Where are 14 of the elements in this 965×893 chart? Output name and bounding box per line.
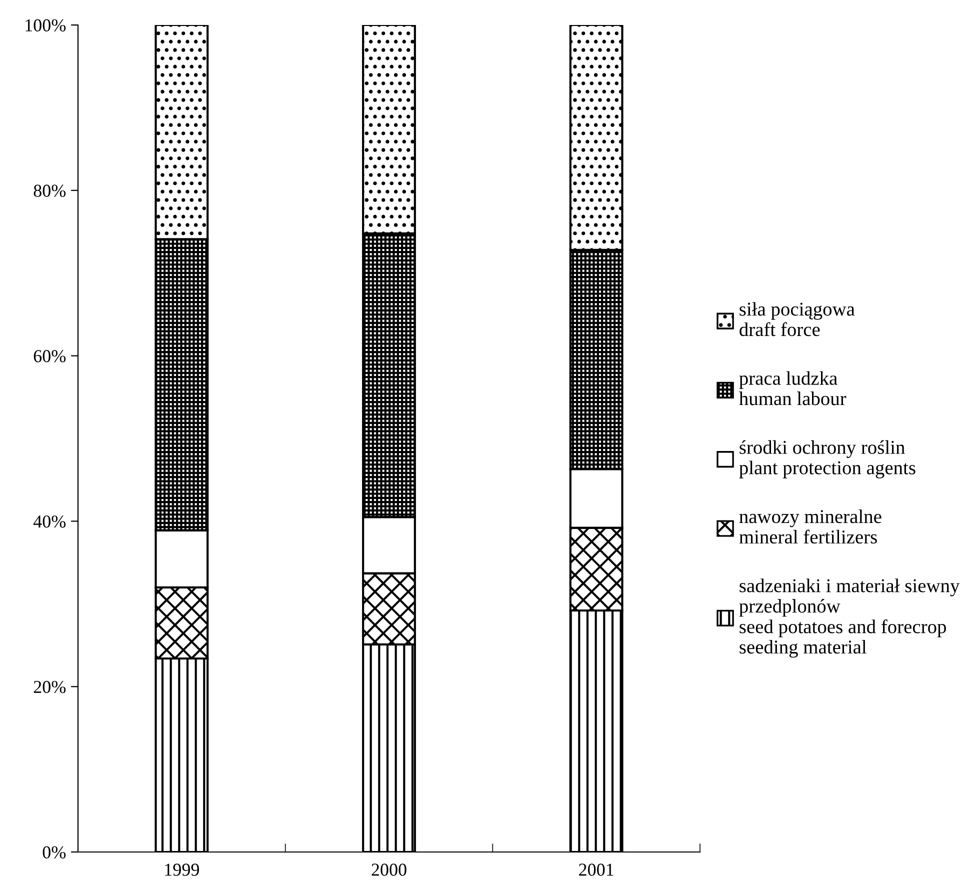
legend-label: praca ludzka human labour bbox=[739, 371, 846, 406]
legend-label: środki ochrony roślin plant protection agents bbox=[739, 440, 916, 478]
y-tick-label: 100% bbox=[26, 19, 66, 32]
x-tick-label: 2001 bbox=[579, 864, 614, 876]
legend-label: siła pociągowa draft force bbox=[740, 302, 855, 336]
legend-label: sadzeniaki i materiał siewny przedplonów seed potatoes and forecrop seeding material bbox=[739, 578, 960, 658]
y-tick-label: 20% bbox=[34, 680, 66, 694]
y-tick-label: 60% bbox=[34, 350, 66, 362]
x-tick-label: 2000 bbox=[372, 864, 406, 876]
y-tick-label: 80% bbox=[34, 184, 66, 197]
x-tick-label: 1999 bbox=[165, 864, 199, 876]
legend-label: nawozy mineralne mineral fertilizers bbox=[739, 509, 882, 544]
y-tick-label: 0% bbox=[42, 846, 66, 858]
y-tick-label: 40% bbox=[33, 515, 66, 528]
